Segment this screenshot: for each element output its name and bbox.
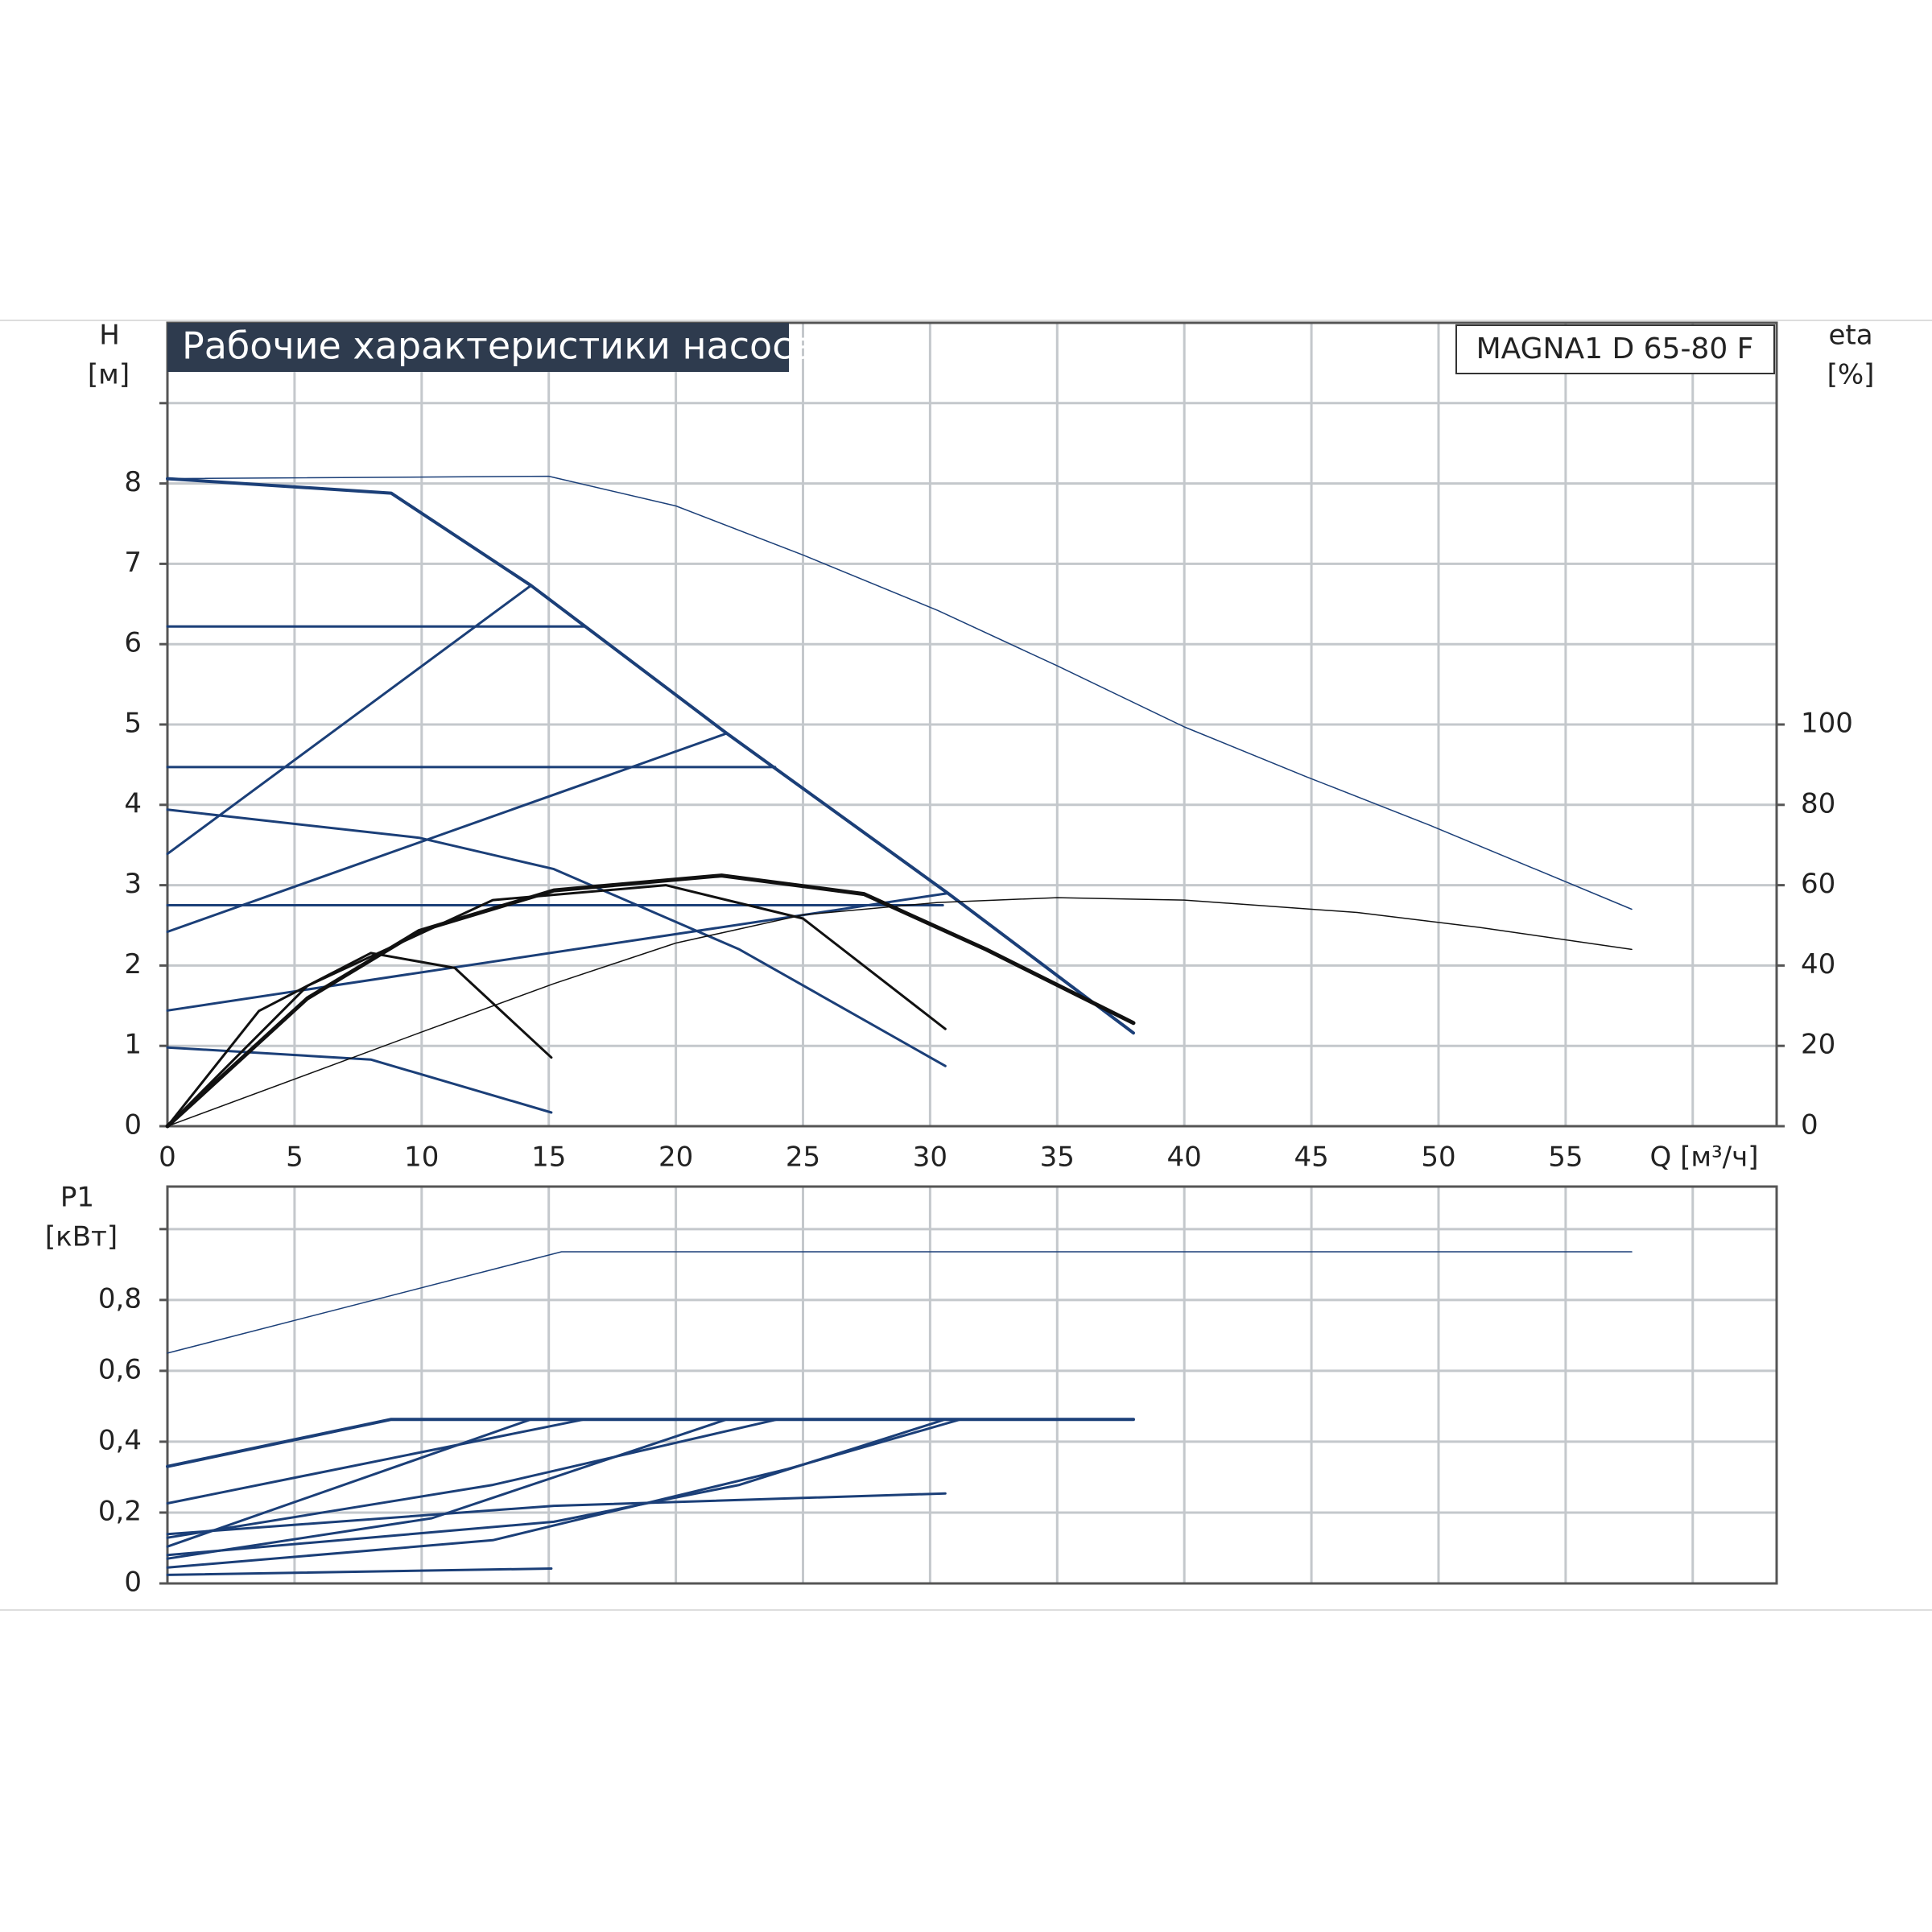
curve [166, 1567, 553, 1576]
x-tick-label: 30 [913, 1141, 947, 1174]
curve [166, 884, 947, 1128]
y-axis-unit: [м] [88, 359, 130, 391]
plots: 0 5 10 15 20 25 30 35 40 45 50 55012345678020406080… [98, 321, 1853, 1599]
curve [165, 873, 1136, 1129]
curve [166, 1046, 553, 1114]
model-box [1455, 324, 1775, 374]
y-tick-label: 0 [124, 1109, 142, 1141]
y2-tick-label: 0 [1801, 1109, 1818, 1141]
curve [166, 477, 1135, 1035]
plot-frame [166, 1185, 1778, 1585]
y-tick-label: 0,8 [98, 1282, 142, 1315]
y2-tick-label: 100 [1801, 708, 1853, 740]
x-tick-label: 5 [286, 1141, 303, 1174]
y-axis-label: H [99, 320, 120, 352]
model-label: MAGNA1 D 65-80 F [1476, 332, 1754, 365]
curve [166, 952, 553, 1128]
y-tick-label: 3 [124, 868, 142, 900]
x-tick-label: 45 [1294, 1141, 1328, 1174]
y-tick-label: 2 [124, 948, 142, 980]
x-tick-label: 20 [658, 1141, 693, 1174]
curve [166, 1418, 1135, 1468]
y-tick-label: 8 [124, 466, 142, 498]
x-tick-label: 10 [404, 1141, 439, 1174]
title-box [167, 323, 789, 372]
plot-frame [166, 321, 1778, 1128]
curve [167, 897, 1633, 1127]
curve [166, 1418, 947, 1557]
y-axis-label: P1 [60, 1182, 94, 1214]
x-tick-label: 15 [531, 1141, 566, 1174]
curve [166, 808, 947, 1067]
y2-tick-label: 20 [1801, 1029, 1835, 1061]
curve [166, 1492, 947, 1536]
curve [166, 1418, 533, 1548]
y2-tick-label: 60 [1801, 868, 1835, 900]
curve [166, 892, 949, 1012]
y2-tick-label: 40 [1801, 948, 1835, 980]
curve [167, 475, 1633, 910]
y-tick-label: 0,2 [98, 1495, 142, 1527]
y2-axis-label: eta [1828, 320, 1872, 352]
x-tick-label: 25 [786, 1141, 820, 1174]
curve [167, 1251, 1633, 1354]
y-tick-label: 7 [124, 547, 142, 579]
y-tick-label: 1 [124, 1029, 142, 1061]
y2-axis-unit: [%] [1827, 359, 1875, 391]
y-tick-label: 0,6 [98, 1353, 142, 1385]
curve [166, 1418, 779, 1539]
x-axis-label: Q [м³/ч] [1650, 1141, 1759, 1174]
curve [166, 1418, 586, 1505]
x-tick-label: 55 [1548, 1141, 1583, 1174]
x-tick-label: 40 [1167, 1141, 1202, 1174]
y-axis-unit: [кВт] [45, 1221, 118, 1253]
y-tick-label: 0,4 [98, 1424, 142, 1456]
curve [166, 732, 729, 933]
y-tick-label: 6 [124, 627, 142, 659]
curve [166, 584, 533, 856]
y2-tick-label: 80 [1801, 787, 1835, 819]
y-tick-label: 5 [124, 708, 142, 740]
chart-title: Рабочие характеристики насоса [182, 324, 815, 368]
x-tick-label: 35 [1040, 1141, 1075, 1174]
y-tick-label: 4 [124, 787, 142, 819]
x-tick-label: 50 [1421, 1141, 1455, 1174]
x-tick-label: 0 [159, 1141, 176, 1174]
y-tick-label: 0 [124, 1567, 142, 1599]
curve [166, 1418, 729, 1560]
